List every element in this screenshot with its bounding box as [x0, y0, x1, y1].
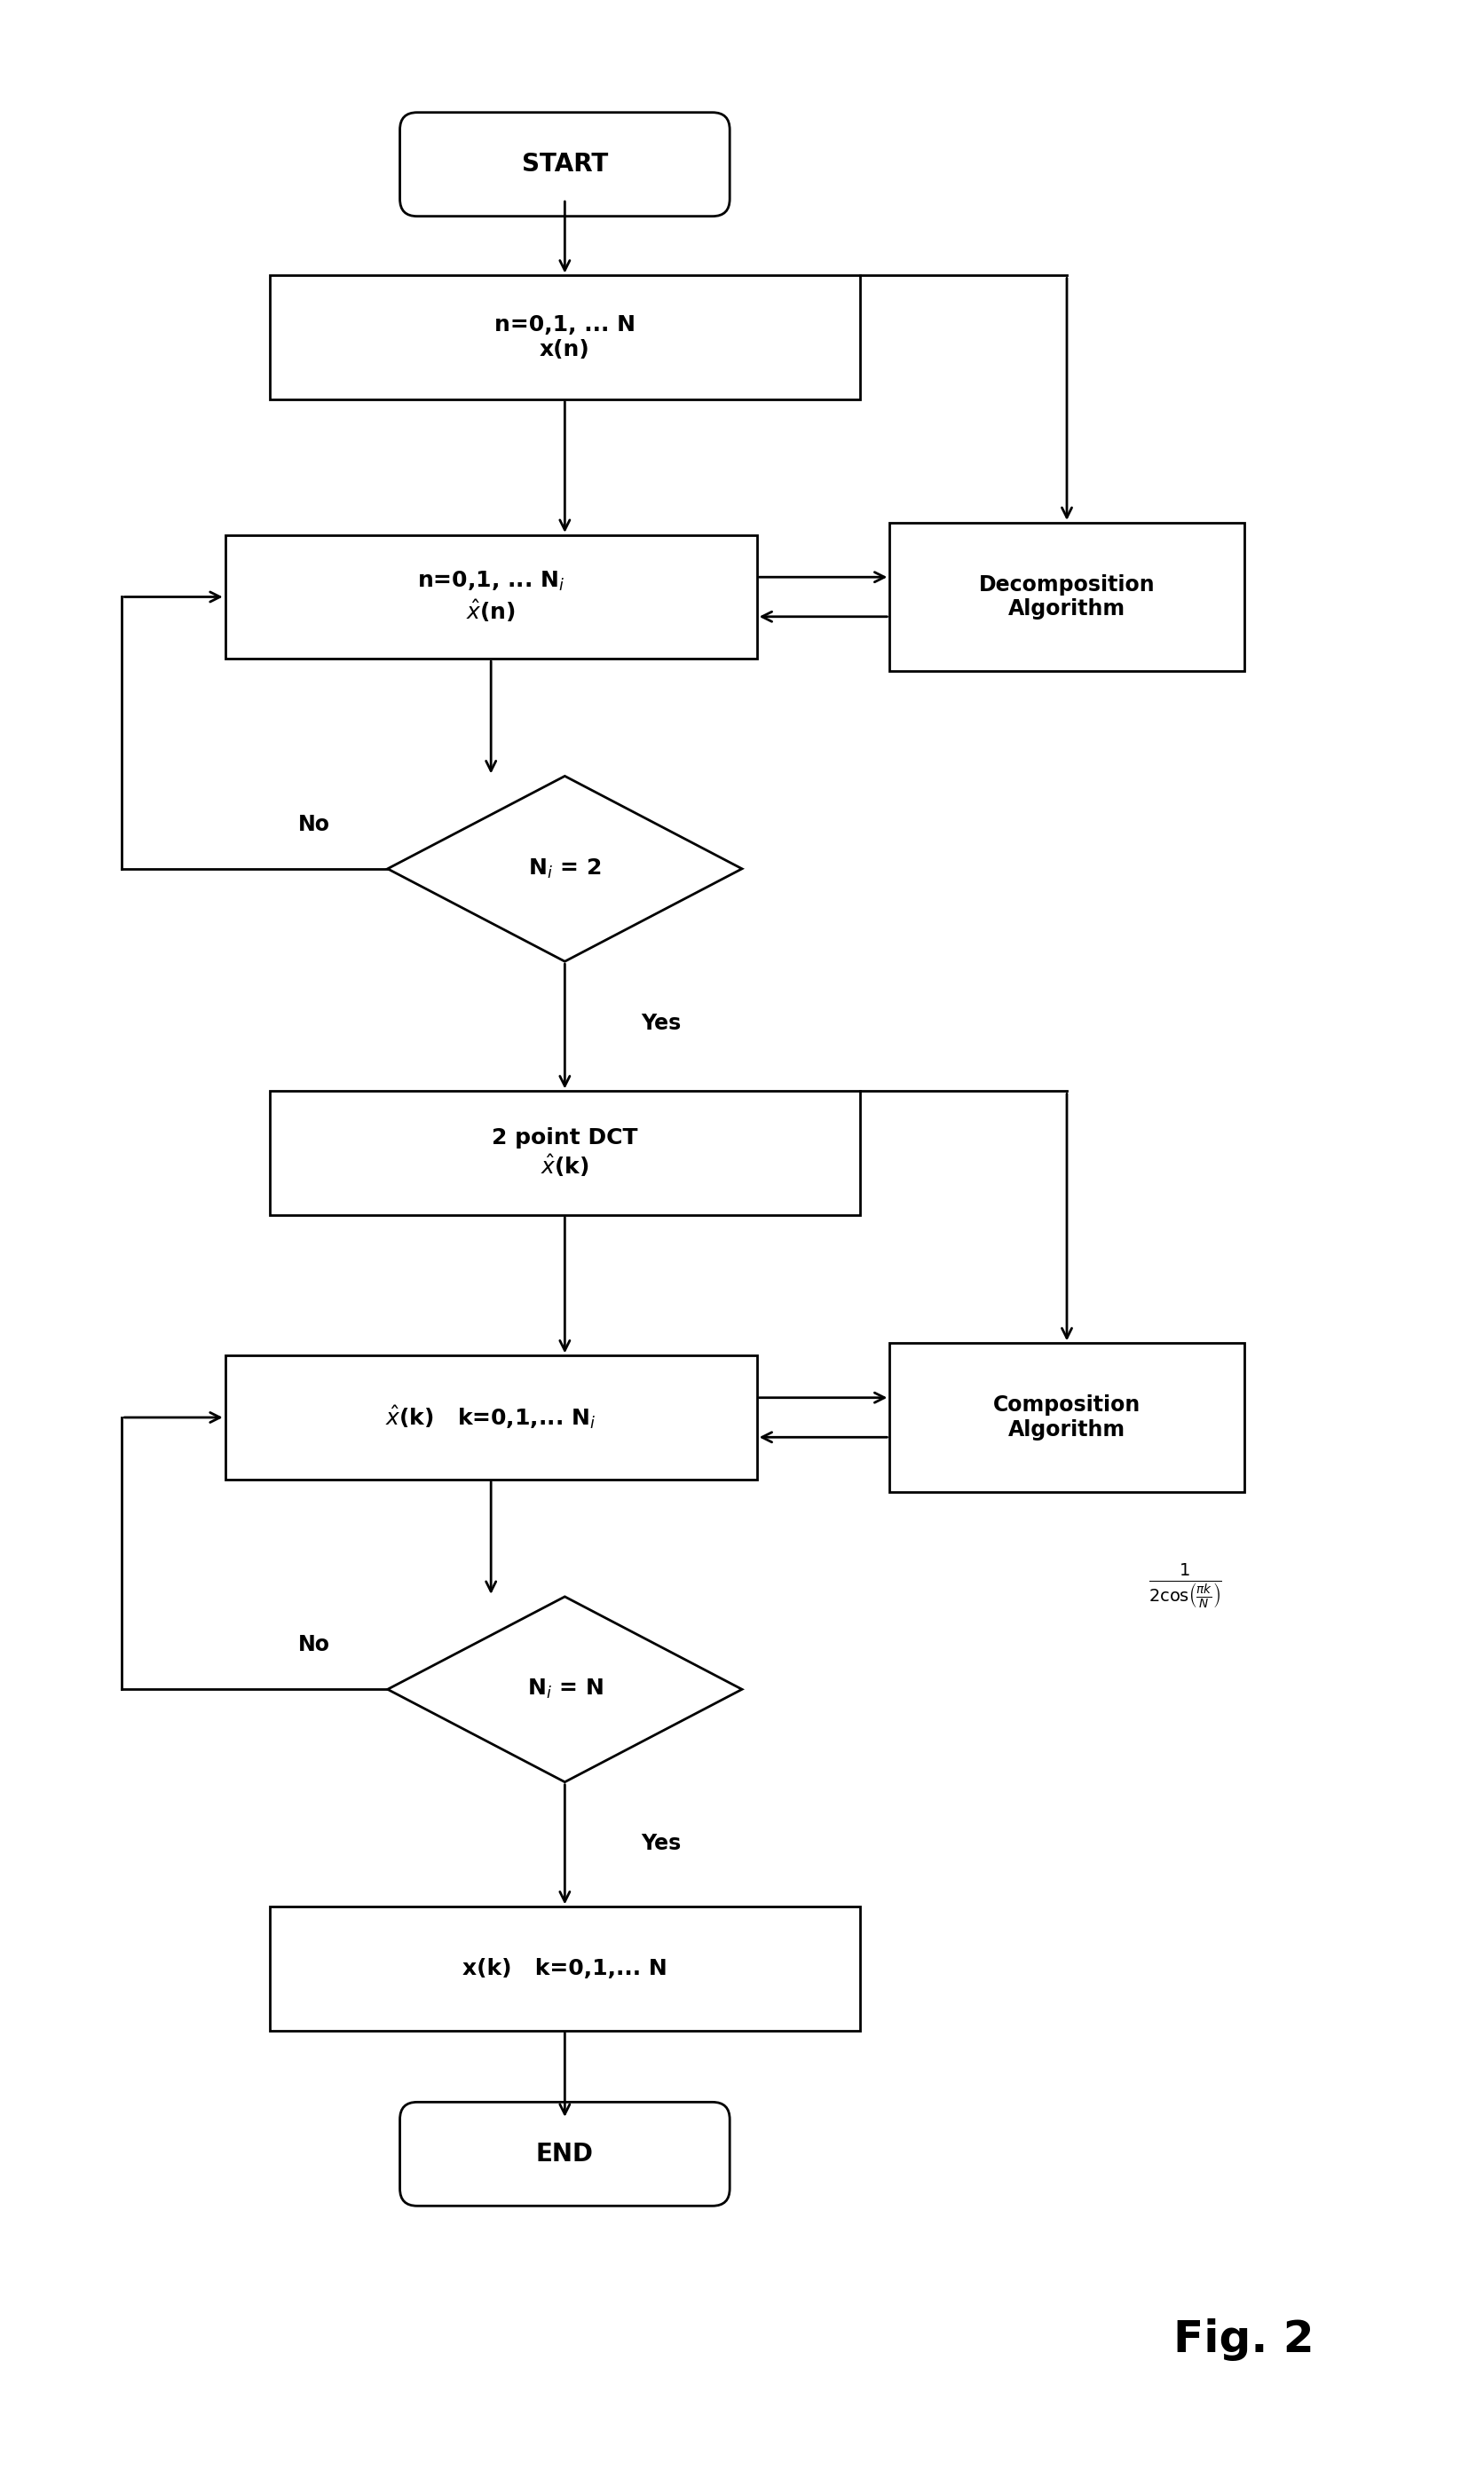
- Polygon shape: [387, 1596, 742, 1782]
- Text: $\hat{x}$(k)   k=0,1,... N$_i$: $\hat{x}$(k) k=0,1,... N$_i$: [386, 1403, 597, 1430]
- Text: x(k)   k=0,1,... N: x(k) k=0,1,... N: [463, 1958, 668, 1978]
- Text: END: END: [536, 2142, 594, 2167]
- FancyBboxPatch shape: [399, 112, 730, 216]
- Text: START: START: [522, 151, 608, 176]
- Bar: [226, 535, 757, 659]
- Text: N$_i$ = N: N$_i$ = N: [527, 1678, 603, 1701]
- Polygon shape: [387, 776, 742, 962]
- Bar: [226, 1356, 757, 1480]
- Bar: [270, 1906, 861, 2030]
- Bar: [890, 1344, 1244, 1492]
- FancyBboxPatch shape: [399, 2102, 730, 2206]
- Text: 2 point DCT
$\hat{x}$(k): 2 point DCT $\hat{x}$(k): [491, 1128, 638, 1180]
- Bar: [270, 275, 861, 399]
- Text: Yes: Yes: [641, 1832, 681, 1854]
- Text: No: No: [298, 1634, 329, 1656]
- Text: Yes: Yes: [641, 1011, 681, 1034]
- Bar: [890, 523, 1244, 672]
- Text: $\frac{1}{2\cos\!\left(\frac{\pi k}{N}\right)}$: $\frac{1}{2\cos\!\left(\frac{\pi k}{N}\r…: [1149, 1562, 1221, 1609]
- Text: N$_i$ = 2: N$_i$ = 2: [528, 858, 601, 880]
- Text: Composition
Algorithm: Composition Algorithm: [993, 1396, 1141, 1440]
- Text: Decomposition
Algorithm: Decomposition Algorithm: [979, 575, 1155, 620]
- Text: No: No: [298, 813, 329, 835]
- Text: n=0,1, ... N
x(n): n=0,1, ... N x(n): [494, 315, 635, 359]
- Text: n=0,1, ... N$_i$
$\hat{x}$(n): n=0,1, ... N$_i$ $\hat{x}$(n): [417, 570, 565, 625]
- Text: Fig. 2: Fig. 2: [1174, 2318, 1315, 2360]
- Bar: [270, 1091, 861, 1215]
